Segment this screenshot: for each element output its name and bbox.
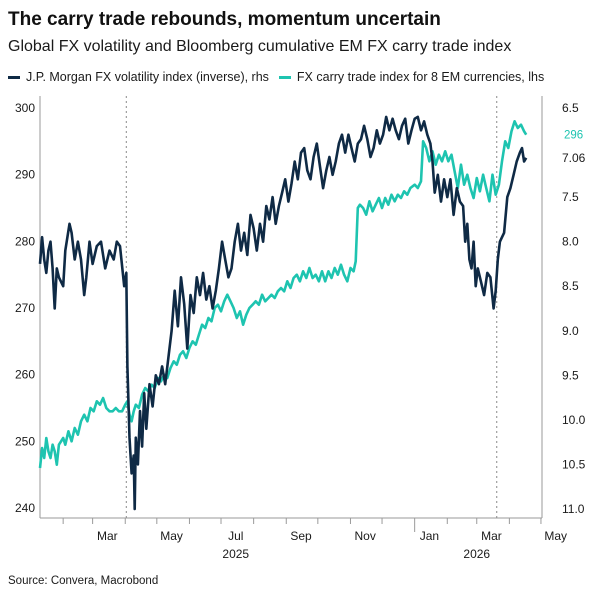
legend: J.P. Morgan FX volatility index (inverse… xyxy=(8,70,554,84)
y-right-tick-label: 10.0 xyxy=(562,413,586,427)
y-right-tick-label: 9.5 xyxy=(562,368,579,382)
last-value-label-carry: 296 xyxy=(564,130,583,142)
y-right-tick-label: 11.0 xyxy=(562,502,585,516)
x-tick-label: Jul xyxy=(228,529,243,543)
y-left-tick-label: 240 xyxy=(15,501,35,515)
y-right-tick-label: 7.06 xyxy=(562,151,586,165)
y-right-tick-label: 9.0 xyxy=(562,324,579,338)
x-tick-label: Sep xyxy=(290,529,312,543)
legend-label-vol: J.P. Morgan FX volatility index (inverse… xyxy=(26,70,269,84)
x-tick-label: May xyxy=(544,529,567,543)
chart-title: The carry trade rebounds, momentum uncer… xyxy=(8,9,441,30)
y-left-tick-label: 260 xyxy=(15,368,35,382)
y-right-tick-label: 8.0 xyxy=(562,235,579,249)
y-left-tick-label: 290 xyxy=(15,168,35,182)
x-tick-label: Nov xyxy=(355,529,376,543)
series-line-vol xyxy=(38,115,528,511)
legend-swatch-vol xyxy=(8,75,20,79)
y-right-tick-label: 6.5 xyxy=(562,101,579,115)
x-tick-label: Jan xyxy=(420,529,439,543)
legend-item-carry: FX carry trade index for 8 EM currencies… xyxy=(278,70,545,84)
y-right-tick-label: 8.5 xyxy=(562,279,579,293)
legend-item-vol: J.P. Morgan FX volatility index (inverse… xyxy=(8,70,269,84)
x-tick-label: Mar xyxy=(481,529,502,543)
y-left-tick-label: 250 xyxy=(15,434,35,448)
y-left-tick-label: 300 xyxy=(15,101,35,115)
source-note: Source: Convera, Macrobond xyxy=(8,575,159,587)
y-right-tick-label: 7.5 xyxy=(562,190,579,204)
y-left-tick-label: 270 xyxy=(15,301,35,315)
chart-subtitle: Global FX volatility and Bloomberg cumul… xyxy=(8,38,512,55)
x-tick-label: Mar xyxy=(97,529,118,543)
y-right-tick-label: 10.5 xyxy=(562,457,586,471)
x-tick-label: May xyxy=(160,529,183,543)
legend-swatch-carry xyxy=(278,75,291,79)
x-year-label: 2026 xyxy=(463,547,490,561)
x-year-label: 2025 xyxy=(222,547,249,561)
y-left-tick-label: 280 xyxy=(15,234,35,248)
series-line-carry xyxy=(38,120,528,469)
legend-label-carry: FX carry trade index for 8 EM currencies… xyxy=(296,70,545,84)
